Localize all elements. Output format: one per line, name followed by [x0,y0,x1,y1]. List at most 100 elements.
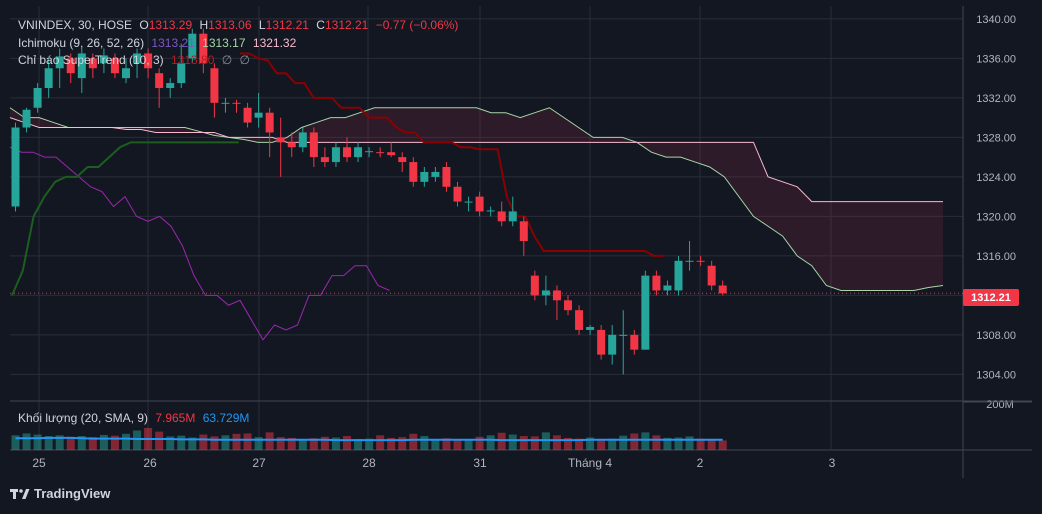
price-tick-label: 1324.00 [976,172,1016,184]
volume-bar [575,438,584,450]
ichimoku-span-b [9,117,943,203]
volume-bar [88,437,97,450]
time-tick-label: 25 [32,456,46,470]
price-tick-label: 1320.00 [976,211,1016,223]
candle-body [110,58,119,74]
close-label: C [316,18,325,32]
candle-body [166,83,175,88]
candle-body [331,147,340,163]
candle-body [298,132,307,148]
time-tick-label: 3 [829,456,836,470]
volume-bar [210,436,219,450]
open-value: 1313.29 [148,18,193,32]
volume-bar [376,435,385,450]
candle-body [497,211,506,222]
volume-bar [398,437,407,450]
candle-body [564,300,572,311]
volume-bar [99,434,108,450]
volume-value: 7.965M [155,411,196,425]
candle-body [630,334,639,350]
ichimoku-legend[interactable]: Ichimoku (9, 26, 52, 26) 1313.21 1313.17… [18,36,300,50]
supertrend-down-line [240,52,664,257]
volume-bar [221,435,230,450]
candle-body [66,58,75,74]
volume-sma-line [15,436,723,442]
candle-body [243,107,252,123]
volume-bar [552,435,561,450]
candle-body [55,56,64,69]
change-value: −0.77 (−0.06%) [375,18,459,32]
supertrend-value-3: ∅ [239,53,250,67]
candle-body [133,53,142,64]
volume-bar [309,438,318,450]
volume-bar [696,438,705,450]
price-tick-label: 1332.00 [976,93,1016,105]
volume-bar [254,437,263,450]
volume-bar [508,434,517,450]
volume-bar [343,436,351,450]
volume-bar [320,436,329,450]
price-tick-label: 1340.00 [976,14,1016,26]
candle-body [486,210,495,212]
volume-bar [453,440,462,450]
volume-bar [641,432,650,450]
volume-bar [619,435,628,450]
time-tick-label: 27 [252,456,266,470]
candle-body [287,142,296,148]
candle-body [541,290,550,296]
volume-bar [298,438,307,450]
candle-body [144,53,153,69]
candle-body [155,73,164,88]
candle-body [309,132,318,158]
candle-body [232,102,241,104]
price-tick-label: 1316.00 [976,251,1016,263]
high-value: 1313.06 [208,18,252,32]
footer-brand[interactable]: TradingView [10,486,110,501]
time-tick-label: 2 [697,456,704,470]
tradingview-brand-label: TradingView [34,486,111,501]
candle-body [674,260,683,291]
candle-body [376,152,385,154]
time-tick-label: 28 [362,456,376,470]
low-value: 1312.21 [265,18,309,32]
ichimoku-lagging-span [9,146,390,341]
candle-body [442,167,451,187]
volume-bar [420,436,429,450]
volume-bar [287,437,296,450]
candle-body [343,147,351,158]
low-label: L [258,18,266,32]
volume-bar [331,437,340,450]
price-tick-label: 1308.00 [976,330,1016,342]
volume-sma-value: 63.729M [202,411,250,425]
candle-body [44,68,53,88]
volume-bar [652,435,661,450]
ichimoku-cloud [10,107,943,291]
volume-bar [387,437,396,450]
candle-body [210,68,219,103]
volume-bar [166,436,175,450]
close-value: 1312.21 [324,18,369,32]
tradingview-logo-icon [10,488,30,499]
price-tick-label: 1304.00 [976,369,1016,381]
volume-bar [232,433,241,450]
volume-bar [497,432,506,450]
ichimoku-value-3: 1321.32 [252,36,297,50]
candle-body [354,147,363,158]
candle-body [718,285,727,294]
supertrend-legend[interactable]: Chỉ báo SuperTrend (10, 3) 1313.80 ∅ ∅ [18,53,254,67]
volume-bar [55,435,64,450]
candle-body [320,157,329,163]
candle-body [33,88,42,108]
symbol-label: VNINDEX, 30, HOSE [18,18,133,32]
volume-legend[interactable]: Khối lượng (20, SMA, 9) 7.965M 63.729M [18,411,253,425]
supertrend-label: Chỉ báo SuperTrend (10, 3) [18,53,164,67]
volume-bar [519,436,528,450]
volume-bar [530,436,539,450]
volume-bar [718,440,727,450]
volume-bar [155,431,164,450]
volume-bar [188,437,197,450]
candle-body [597,329,606,355]
volume-bar [707,438,716,450]
time-tick-label: 26 [143,456,157,470]
